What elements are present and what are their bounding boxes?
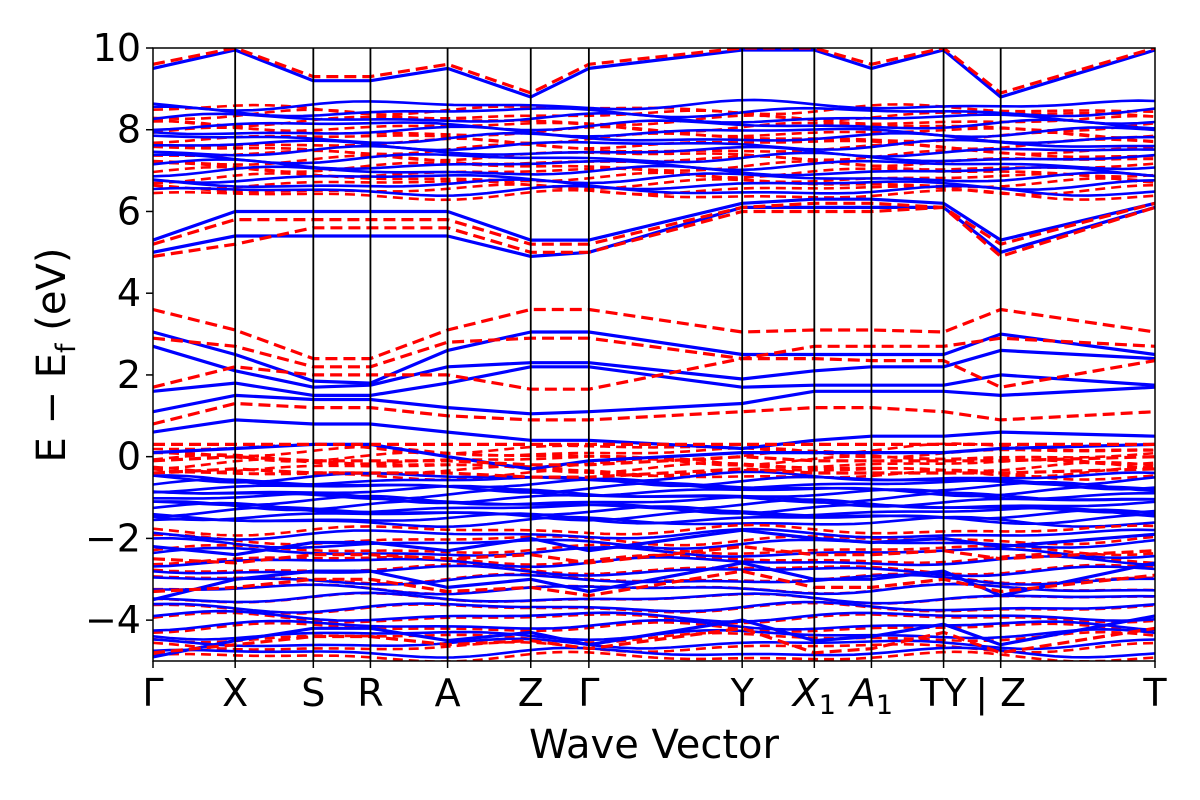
x-tick-label-9: A1	[847, 671, 893, 721]
y-tick-label-3: 2	[117, 353, 141, 397]
dense-band-solid	[153, 131, 1155, 145]
x-tick-label-1: X	[222, 671, 248, 715]
y-axis-label-unit: (eV)	[29, 248, 75, 344]
dense-band-solid	[153, 125, 1155, 139]
y-tick-label-5: 6	[117, 189, 141, 233]
dense-band-solid	[153, 105, 1155, 119]
dense-band-solid	[153, 527, 1155, 541]
x-tick-label-5: Z	[518, 671, 544, 715]
dense-band-solid	[153, 494, 1155, 508]
dense-band-solid	[153, 609, 1155, 624]
plot-frame	[152, 47, 1156, 662]
y-tick-label-2: 0	[117, 435, 141, 479]
dense-band-solid	[153, 151, 1155, 165]
y-axis-label: E − Ef (eV)	[29, 248, 82, 463]
dense-band-dashed	[153, 650, 1155, 661]
dense-band-solid	[153, 178, 1155, 191]
dense-band-dashed	[153, 460, 1155, 474]
y-tick-label-0: −4	[85, 598, 141, 642]
x-tick-label-11: | Z	[975, 671, 1026, 716]
y-tick-label-4: 4	[117, 271, 141, 315]
x-tick-label-7: Y	[730, 671, 755, 715]
dense-band-solid	[153, 582, 1155, 596]
kpoint-divider-lines	[234, 48, 1002, 661]
dense-band-solid	[153, 470, 1155, 484]
dense-band-solid	[153, 144, 1155, 158]
y-axis-ticks: −4 −2 0 2 4 6 8 10	[85, 26, 153, 642]
dense-band-solid	[153, 508, 1155, 522]
y-tick-label-7: 10	[93, 26, 141, 70]
dense-band-solid	[153, 498, 1155, 512]
dense-band-dashed	[153, 523, 1155, 537]
dense-band-dashed	[153, 611, 1155, 625]
dense-band-solid	[153, 484, 1155, 498]
dense-band-solid	[153, 171, 1155, 185]
x-tick-label-4: A	[435, 671, 461, 715]
x-tick-label-3: R	[357, 671, 383, 715]
x-tick-label-2: S	[301, 671, 325, 715]
x-axis-label: Wave Vector	[529, 722, 780, 768]
dense-band-solid	[153, 591, 1155, 605]
dense-band-dashed	[153, 119, 1155, 133]
x-tick-label-6: Γ	[578, 671, 599, 715]
dense-band-dashed	[153, 621, 1155, 634]
y-axis-label-main: E − E	[29, 353, 75, 463]
y-axis-label-subscript: f	[51, 342, 82, 353]
dense-band-dashed	[153, 159, 1155, 173]
x-tick-label-10: TY	[919, 671, 967, 715]
dense-band-solid	[153, 98, 1155, 112]
x-tick-label-0: Γ	[142, 671, 163, 715]
dense-band-solid	[153, 619, 1155, 632]
x-tick-label-8: X1	[791, 671, 836, 721]
y-tick-label-6: 8	[117, 108, 141, 152]
dense-band-solid	[153, 555, 1155, 569]
dense-band-solid	[153, 118, 1155, 132]
y-tick-label-1: −2	[85, 516, 141, 560]
x-tick-label-12: T	[1142, 671, 1167, 715]
dense-band-solid	[153, 158, 1155, 172]
dense-band-solid	[153, 512, 1155, 525]
dense-band-solid	[153, 600, 1155, 614]
dense-band-solid	[153, 474, 1155, 488]
